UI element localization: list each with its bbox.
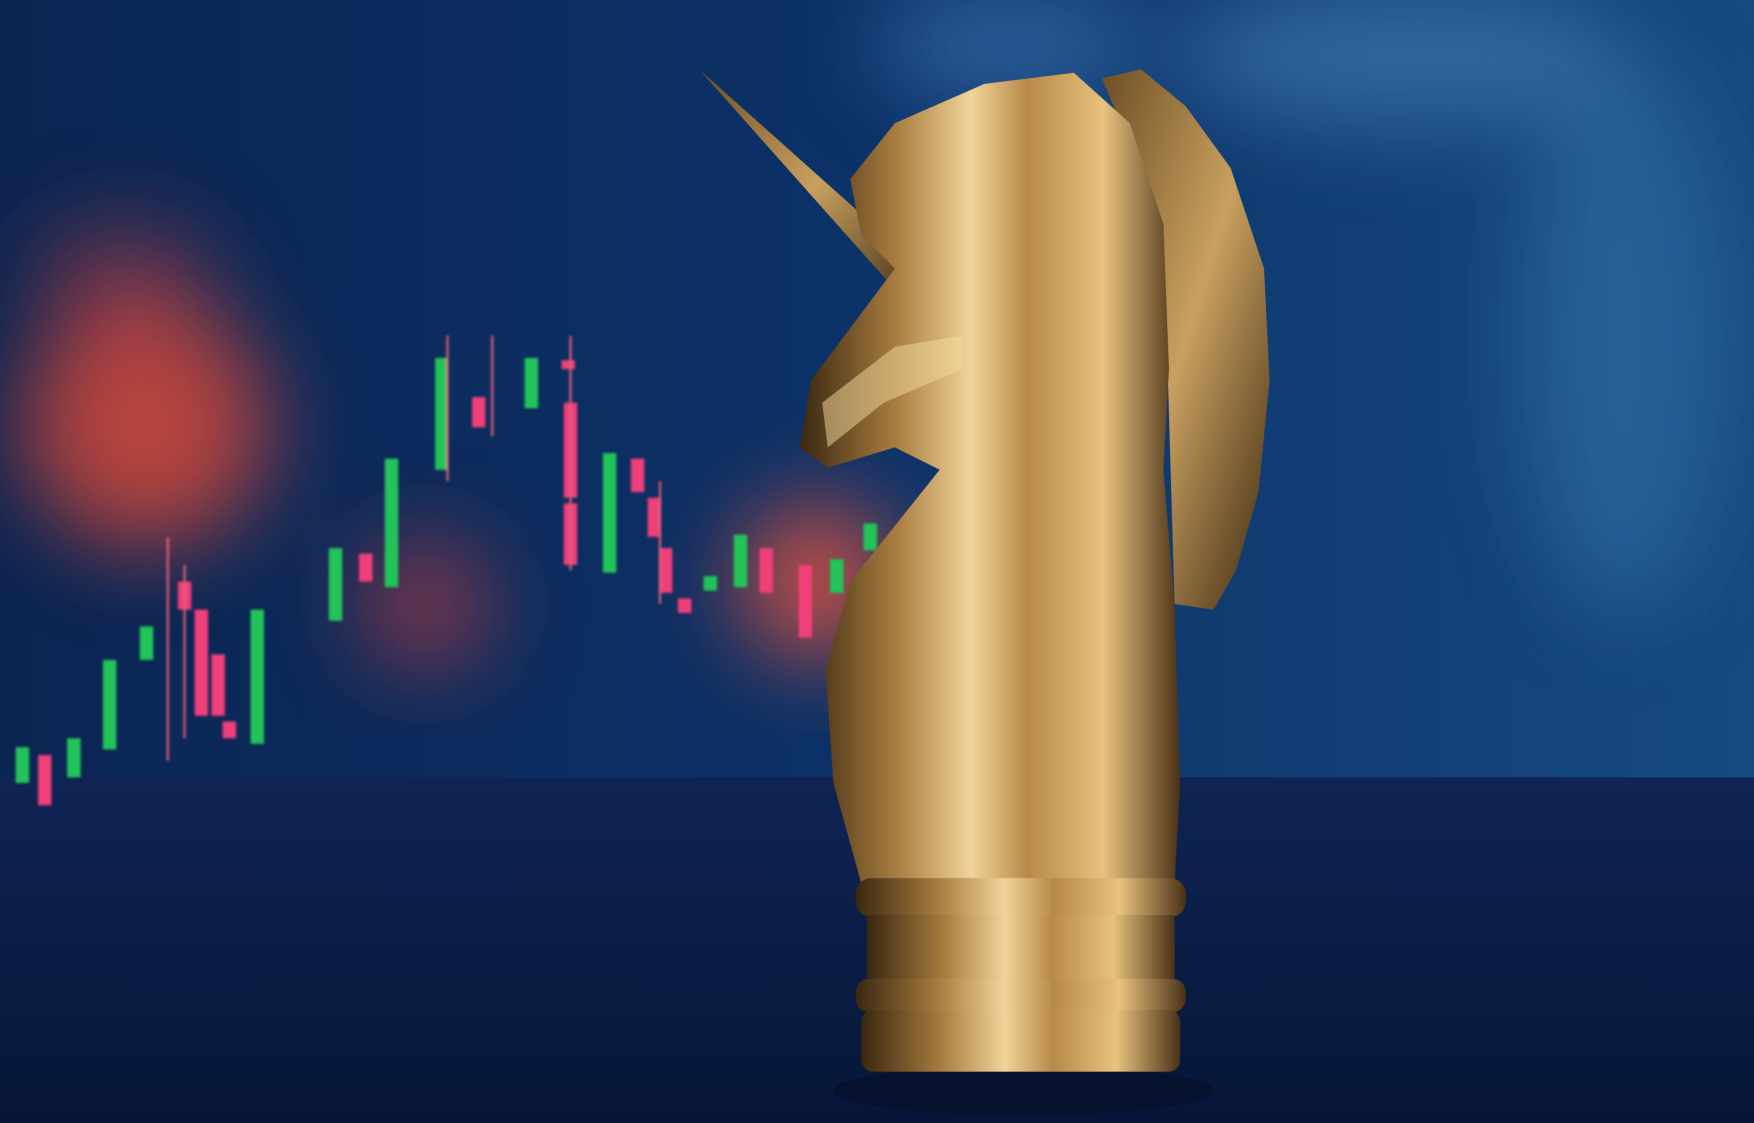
mane — [1101, 69, 1270, 610]
highlight — [822, 335, 963, 448]
red-candles — [38, 360, 813, 806]
base-lower — [861, 1010, 1181, 1072]
green-candles — [15, 357, 877, 783]
wicks — [166, 335, 662, 761]
head-and-neck — [799, 72, 1181, 884]
unicorn-chess-piece — [699, 69, 1270, 1116]
collar — [855, 878, 1186, 918]
base-ring — [855, 978, 1186, 1013]
shadow — [833, 1065, 1214, 1116]
base-upper — [866, 914, 1175, 983]
bokeh — [22, 0, 1723, 672]
candlestick-chart — [15, 335, 877, 806]
